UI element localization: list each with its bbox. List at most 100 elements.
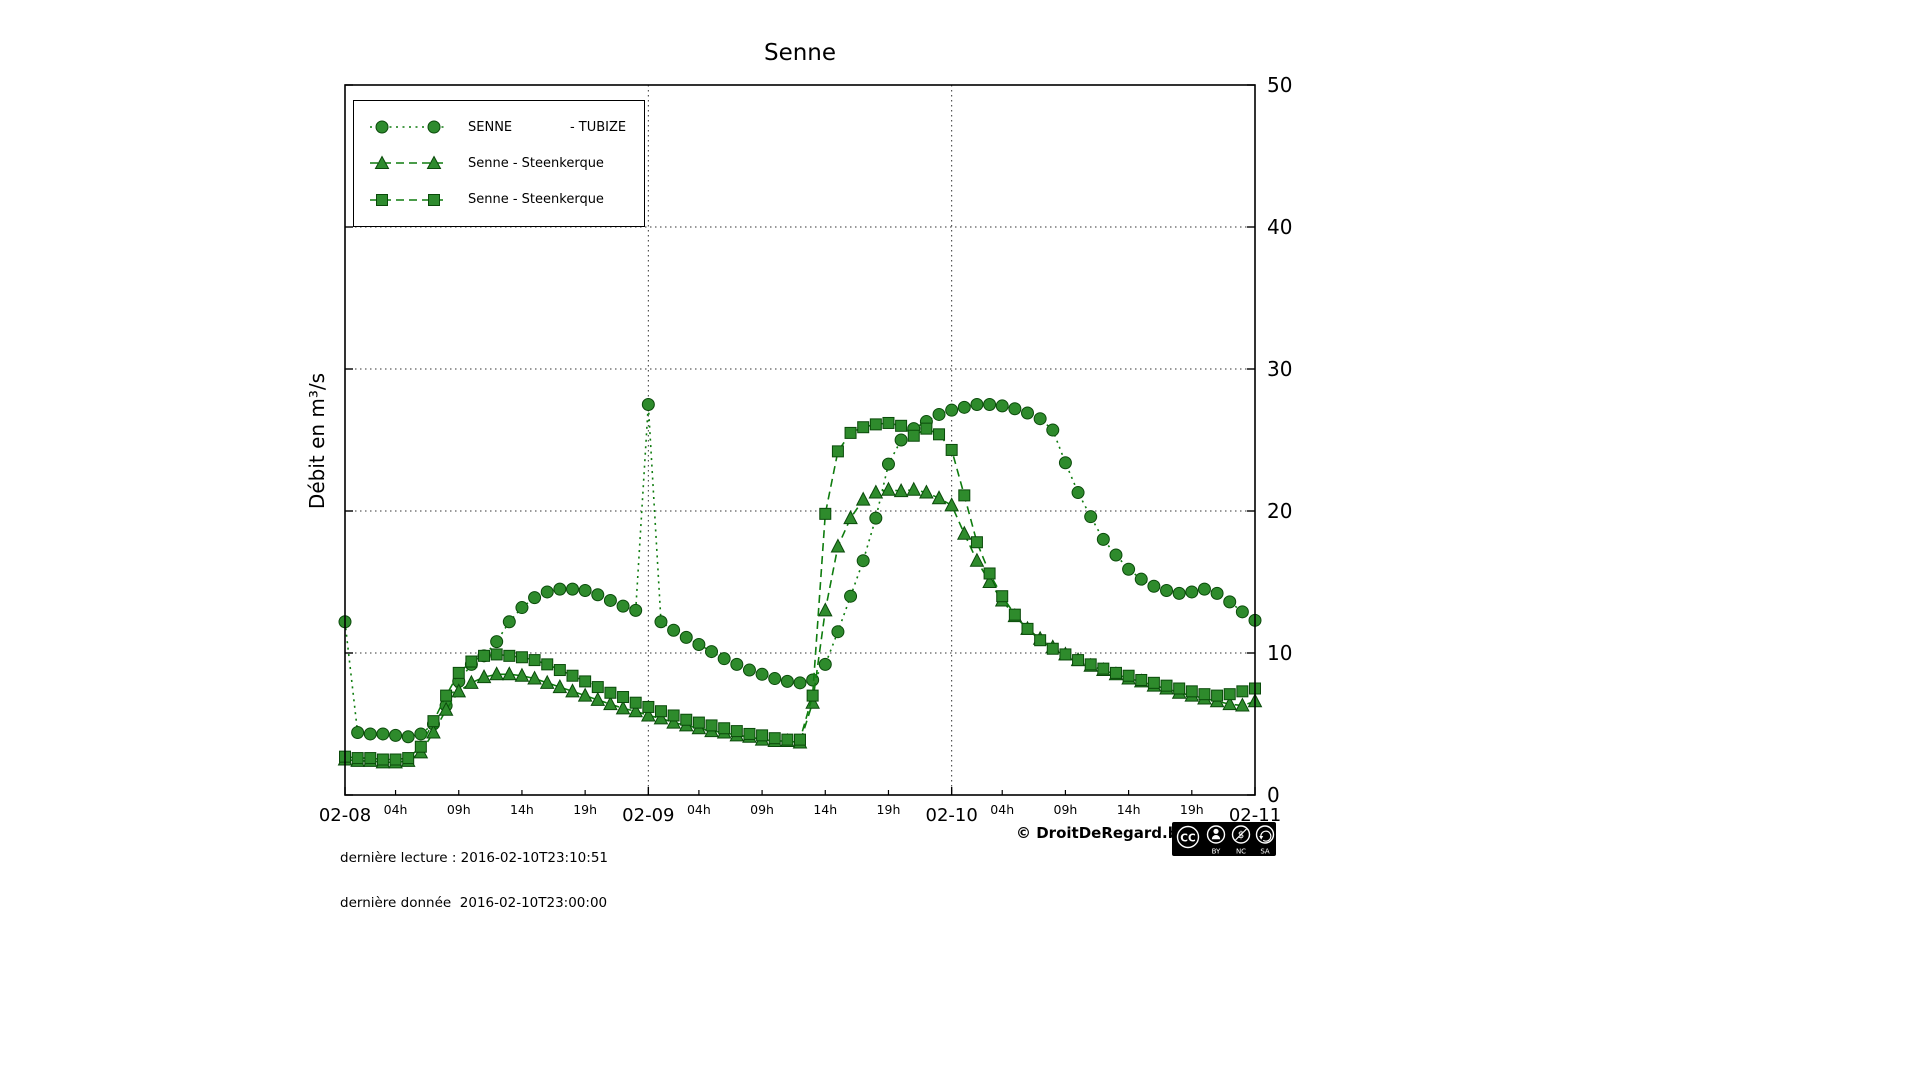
square-marker <box>566 669 579 682</box>
circle-marker <box>742 663 756 677</box>
circle-marker <box>363 727 377 741</box>
circle-marker <box>856 554 870 568</box>
square-marker <box>376 753 389 766</box>
circle-marker <box>376 727 390 741</box>
square-marker <box>718 722 731 735</box>
square-marker <box>857 421 870 434</box>
square-marker <box>490 648 503 661</box>
circle-marker <box>730 657 744 671</box>
triangle-marker <box>944 497 959 512</box>
cc-logo-text: CC <box>1180 833 1196 845</box>
square-marker <box>427 715 440 728</box>
circle-marker <box>490 635 504 649</box>
x-tick-label-minor: 14h <box>813 802 837 817</box>
plot-border <box>344 84 1256 796</box>
square-marker <box>1084 658 1097 671</box>
triangle-marker <box>1222 696 1238 711</box>
circle-marker <box>692 637 706 651</box>
square-marker <box>591 681 604 694</box>
square-marker <box>1072 654 1085 667</box>
circle-marker <box>1210 586 1224 600</box>
chart-title: Senne <box>763 40 837 66</box>
y-tick-label: 50 <box>1267 73 1292 97</box>
triangle-marker <box>956 525 972 540</box>
triangle-marker <box>653 710 669 725</box>
circle-marker <box>641 398 655 411</box>
triangle-marker <box>552 678 568 694</box>
square-marker <box>933 428 946 441</box>
circle-marker <box>1122 562 1136 576</box>
triangle-marker <box>969 552 985 567</box>
plot-content: 0 10 20 30 40 50 02-08 02-09 02-10 02-11 04h 09h 14h… <box>319 73 1293 826</box>
square-marker <box>654 705 667 718</box>
square-marker <box>1097 662 1110 675</box>
circle-marker <box>1021 406 1034 420</box>
triangle-marker <box>881 481 896 496</box>
triangle-marker <box>527 670 542 685</box>
legend-label-tubize: SENNE - TUBIZE <box>468 119 627 135</box>
series-line-1 <box>344 488 1256 764</box>
x-tick-label-minor: 04h <box>687 802 711 817</box>
circle-marker <box>515 601 529 615</box>
square-marker <box>528 654 541 667</box>
square-marker <box>579 675 592 688</box>
circle-marker <box>1084 510 1098 524</box>
square-marker <box>667 709 680 722</box>
square-marker <box>869 418 882 431</box>
triangle-marker <box>501 666 517 681</box>
circle-marker <box>768 672 782 686</box>
circle-marker <box>1134 572 1148 586</box>
square-marker <box>351 752 364 765</box>
circle-marker <box>351 726 365 740</box>
circle-marker <box>401 730 415 744</box>
square-marker <box>478 649 491 662</box>
circle-marker <box>932 407 946 421</box>
square-marker <box>1135 673 1148 686</box>
triangle-marker <box>817 602 833 617</box>
triangle-marker <box>919 484 934 499</box>
square-marker <box>1160 679 1173 692</box>
x-tick-label-minor: 09h <box>1054 802 1078 817</box>
square-marker <box>541 658 554 671</box>
square-marker <box>970 536 983 549</box>
triangle-marker <box>666 714 681 729</box>
cc-nc-label: NC <box>1236 848 1246 856</box>
copyright-text: © DroitDeRegard.be <box>1016 824 1189 842</box>
y-tick-label: 0 <box>1267 783 1280 807</box>
series-markers-2 <box>339 416 1261 766</box>
circle-marker <box>654 615 668 629</box>
square-marker <box>756 729 769 742</box>
circle-marker <box>831 625 845 639</box>
x-tick-label-major: 02-10 <box>926 805 978 826</box>
square-marker <box>705 719 718 732</box>
last-reading-text: dernière lecture : 2016-02-10T23:10:51 <box>340 850 609 866</box>
square-marker <box>819 507 832 520</box>
series-line-2 <box>344 422 1256 761</box>
square-marker <box>553 664 566 677</box>
triangle-marker <box>489 666 504 681</box>
circle-marker <box>1109 548 1123 562</box>
triangle-marker <box>868 484 884 499</box>
square-marker <box>364 752 377 765</box>
cc-logo-icon: CC <box>1176 825 1200 849</box>
square-marker <box>414 740 427 753</box>
square-marker <box>1173 682 1186 695</box>
triangle-marker <box>514 667 530 682</box>
circle-marker <box>629 603 643 617</box>
triangle-marker <box>906 481 922 496</box>
cc-by-icon: BY <box>1206 825 1226 856</box>
circle-marker <box>881 457 895 471</box>
circle-marker <box>844 589 858 603</box>
circle-marker <box>1008 402 1022 416</box>
square-marker <box>465 655 478 668</box>
triangle-marker <box>451 683 467 698</box>
triangle-marker <box>843 510 858 525</box>
circle-marker <box>1033 412 1047 426</box>
triangle-marker <box>830 538 846 553</box>
square-marker <box>1198 688 1211 701</box>
square-marker <box>806 689 819 702</box>
triangle-marker <box>982 573 997 588</box>
circle-marker <box>1147 579 1161 593</box>
circle-marker <box>591 588 605 602</box>
legend-label-steenkerque-1: Senne - Steenkerque <box>468 155 604 171</box>
